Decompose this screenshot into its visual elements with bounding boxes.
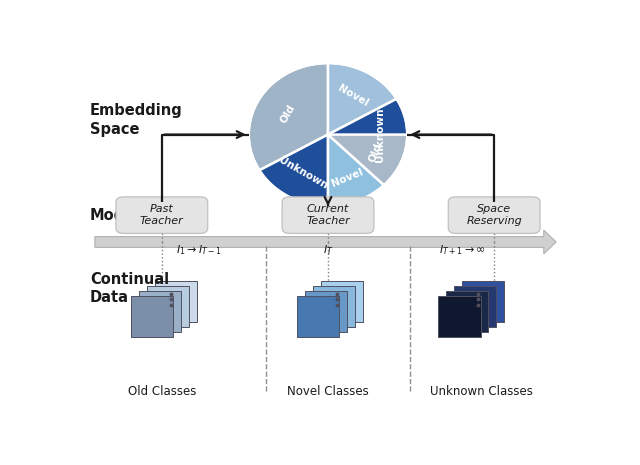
Polygon shape [297, 296, 339, 337]
Polygon shape [259, 134, 328, 206]
Polygon shape [328, 63, 397, 134]
Polygon shape [131, 296, 173, 337]
FancyArrow shape [95, 230, 556, 254]
FancyBboxPatch shape [116, 197, 208, 233]
Polygon shape [321, 281, 363, 322]
Text: Old: Old [367, 141, 384, 164]
Text: Old Classes: Old Classes [127, 385, 196, 398]
Text: Space
Reserving: Space Reserving [467, 204, 522, 226]
Polygon shape [438, 296, 481, 337]
Text: Unknown Classes: Unknown Classes [430, 385, 533, 398]
Text: Novel Classes: Novel Classes [287, 385, 369, 398]
Text: Past
Teacher: Past Teacher [140, 204, 184, 226]
Polygon shape [313, 286, 355, 327]
Text: $I_1 \rightarrow I_{T-1}$: $I_1 \rightarrow I_{T-1}$ [176, 244, 222, 258]
Text: $I_{T+1} \rightarrow \infty$: $I_{T+1} \rightarrow \infty$ [438, 244, 485, 258]
Polygon shape [328, 134, 408, 185]
Polygon shape [462, 281, 504, 322]
FancyBboxPatch shape [282, 197, 374, 233]
Text: Novel: Novel [330, 166, 365, 189]
Text: Old: Old [279, 103, 298, 125]
FancyBboxPatch shape [448, 197, 540, 233]
Polygon shape [147, 286, 189, 327]
Polygon shape [328, 99, 407, 170]
Text: Current
Teacher: Current Teacher [306, 204, 350, 226]
Text: Embedding
Space: Embedding Space [90, 103, 182, 137]
Polygon shape [454, 286, 497, 327]
Text: Novel: Novel [335, 83, 370, 109]
Text: Module: Module [90, 208, 150, 223]
Polygon shape [328, 134, 384, 206]
Text: Continual
Data: Continual Data [90, 272, 169, 306]
Polygon shape [446, 291, 488, 332]
Text: Unknown: Unknown [374, 107, 385, 162]
Polygon shape [305, 291, 347, 332]
Polygon shape [249, 63, 328, 170]
Text: $I_T$: $I_T$ [323, 244, 333, 258]
Polygon shape [155, 281, 197, 322]
Text: Unknown: Unknown [277, 155, 330, 191]
Polygon shape [139, 291, 181, 332]
